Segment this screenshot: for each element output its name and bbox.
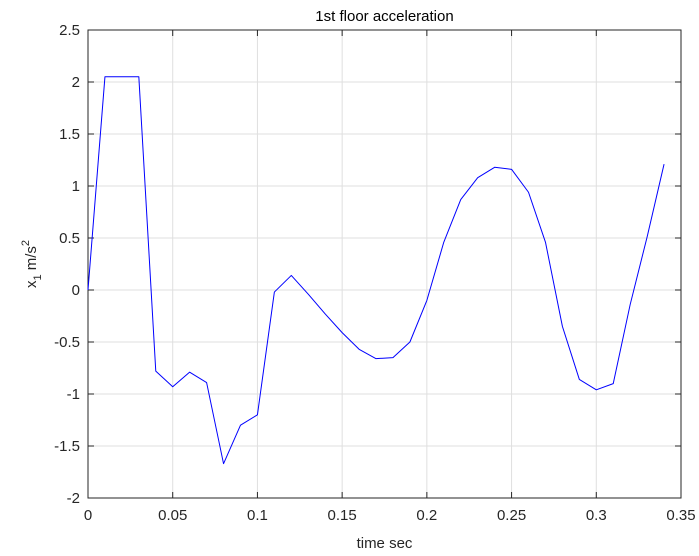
y-tick-label: 1.5 xyxy=(59,126,80,143)
y-tick-label: 0.5 xyxy=(59,230,80,247)
y-axis-label-unit: m/s xyxy=(23,246,40,274)
x-tick-label: 0 xyxy=(84,507,92,524)
x-tick-label: 0.3 xyxy=(586,507,607,524)
y-axis-label-subscript: 1 xyxy=(32,274,44,280)
x-tick-label: 0.15 xyxy=(328,507,357,524)
y-tick-label: -1 xyxy=(67,386,80,403)
x-tick-label: 0.05 xyxy=(158,507,187,524)
y-tick-label: -0.5 xyxy=(54,334,80,351)
y-tick-label: 1 xyxy=(72,178,80,195)
y-axis-label-superscript: 2 xyxy=(20,240,32,246)
x-tick-label: 0.35 xyxy=(666,507,695,524)
x-tick-label: 0.1 xyxy=(247,507,268,524)
x-tick-label: 0.2 xyxy=(416,507,437,524)
y-axis-label: x1 m/s2 xyxy=(20,240,44,288)
plot-frame xyxy=(87,29,682,499)
y-tick-labels: -2 -1.5 -1 -0.5 0 0.5 1 1.5 2 2.5 xyxy=(54,22,80,507)
x-axis-label: time sec xyxy=(357,535,413,552)
plot-background xyxy=(88,30,681,498)
y-tick-label: 2.5 xyxy=(59,22,80,39)
x-tick-labels: 0 0.05 0.1 0.15 0.2 0.25 0.3 0.35 xyxy=(84,507,696,524)
y-axis-label-base: x xyxy=(23,280,40,288)
grid-lines xyxy=(88,30,681,498)
tick-marks xyxy=(87,29,682,499)
y-tick-label: 0 xyxy=(72,282,80,299)
y-tick-label: 2 xyxy=(72,74,80,91)
y-tick-label: -2 xyxy=(67,490,80,507)
y-tick-label: -1.5 xyxy=(54,438,80,455)
x-tick-label: 0.25 xyxy=(497,507,526,524)
series-line xyxy=(87,76,665,465)
series-group xyxy=(87,76,665,465)
chart-title: 1st floor acceleration xyxy=(315,8,453,25)
